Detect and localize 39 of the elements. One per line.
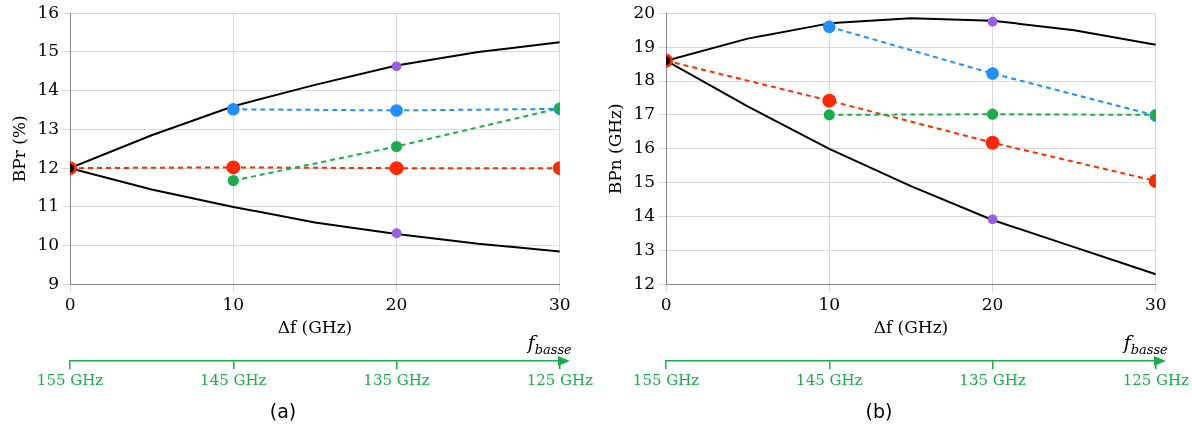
y-tick-label: 19: [633, 35, 656, 56]
x-tick-label: 30: [1145, 294, 1167, 315]
x-tick-label: 20: [981, 294, 1004, 315]
y-tick-label: 13: [633, 238, 656, 259]
x2-tick-label: 155 GHz: [632, 371, 700, 390]
y-tick-label: 12: [633, 272, 656, 293]
x-axis-title: Δf (GHz): [873, 317, 949, 338]
y-tick-label: 11: [37, 195, 60, 216]
y-tick-label: 10: [37, 234, 60, 255]
x2-tick-label: 125 GHz: [526, 371, 594, 390]
y-tick-label: 17: [633, 103, 656, 124]
y-tick-label: 14: [37, 79, 60, 100]
x-tick-label: 0: [660, 294, 672, 315]
x-tick-label: 0: [64, 294, 76, 315]
y-tick-label: 9: [48, 272, 60, 293]
x-tick-label: 10: [222, 294, 245, 315]
x2-tick-label: 125 GHz: [1122, 371, 1190, 390]
y-tick-label: 12: [37, 156, 60, 177]
x-tick-label: 20: [385, 294, 408, 315]
y-tick-label: 16: [37, 1, 60, 22]
y-tick-label: 13: [37, 117, 60, 138]
text: (b): [865, 399, 893, 422]
x-axis-title: Δf (GHz): [277, 317, 353, 338]
x2-tick-label: 135 GHz: [959, 371, 1026, 390]
y-tick-label: 15: [37, 40, 60, 61]
y-axis-title: BPn (GHz): [604, 103, 625, 195]
x-tick-label: 10: [818, 294, 841, 315]
y-tick-label: 15: [633, 171, 656, 192]
x2-tick-label: 135 GHz: [363, 371, 430, 390]
y-tick-label: 18: [633, 69, 656, 90]
y-tick-label: 14: [633, 205, 656, 226]
x2-tick-label: 145 GHz: [796, 371, 863, 390]
x2-tick-label: 155 GHz: [36, 371, 104, 390]
y-axis-title: BPr (%): [8, 115, 29, 183]
x2-tick-label: 145 GHz: [200, 371, 267, 390]
text: (a): [269, 399, 297, 422]
y-tick-label: 20: [633, 1, 656, 22]
y-tick-label: 16: [633, 137, 656, 158]
x-tick-label: 30: [549, 294, 571, 315]
